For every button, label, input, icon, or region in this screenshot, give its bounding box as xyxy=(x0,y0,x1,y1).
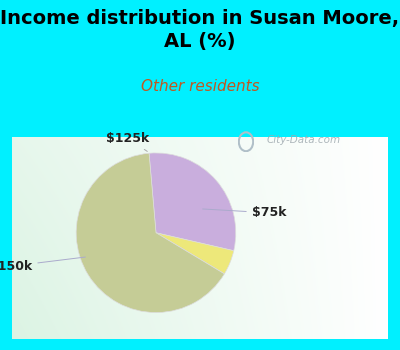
Text: Other residents: Other residents xyxy=(141,79,259,94)
Wedge shape xyxy=(149,153,236,251)
Text: $125k: $125k xyxy=(106,132,150,152)
Text: City-Data.com: City-Data.com xyxy=(267,135,341,145)
Text: $150k: $150k xyxy=(0,257,86,273)
Wedge shape xyxy=(76,153,224,313)
Text: $75k: $75k xyxy=(203,206,286,219)
Wedge shape xyxy=(156,233,234,274)
Text: Income distribution in Susan Moore,
AL (%): Income distribution in Susan Moore, AL (… xyxy=(0,9,400,51)
